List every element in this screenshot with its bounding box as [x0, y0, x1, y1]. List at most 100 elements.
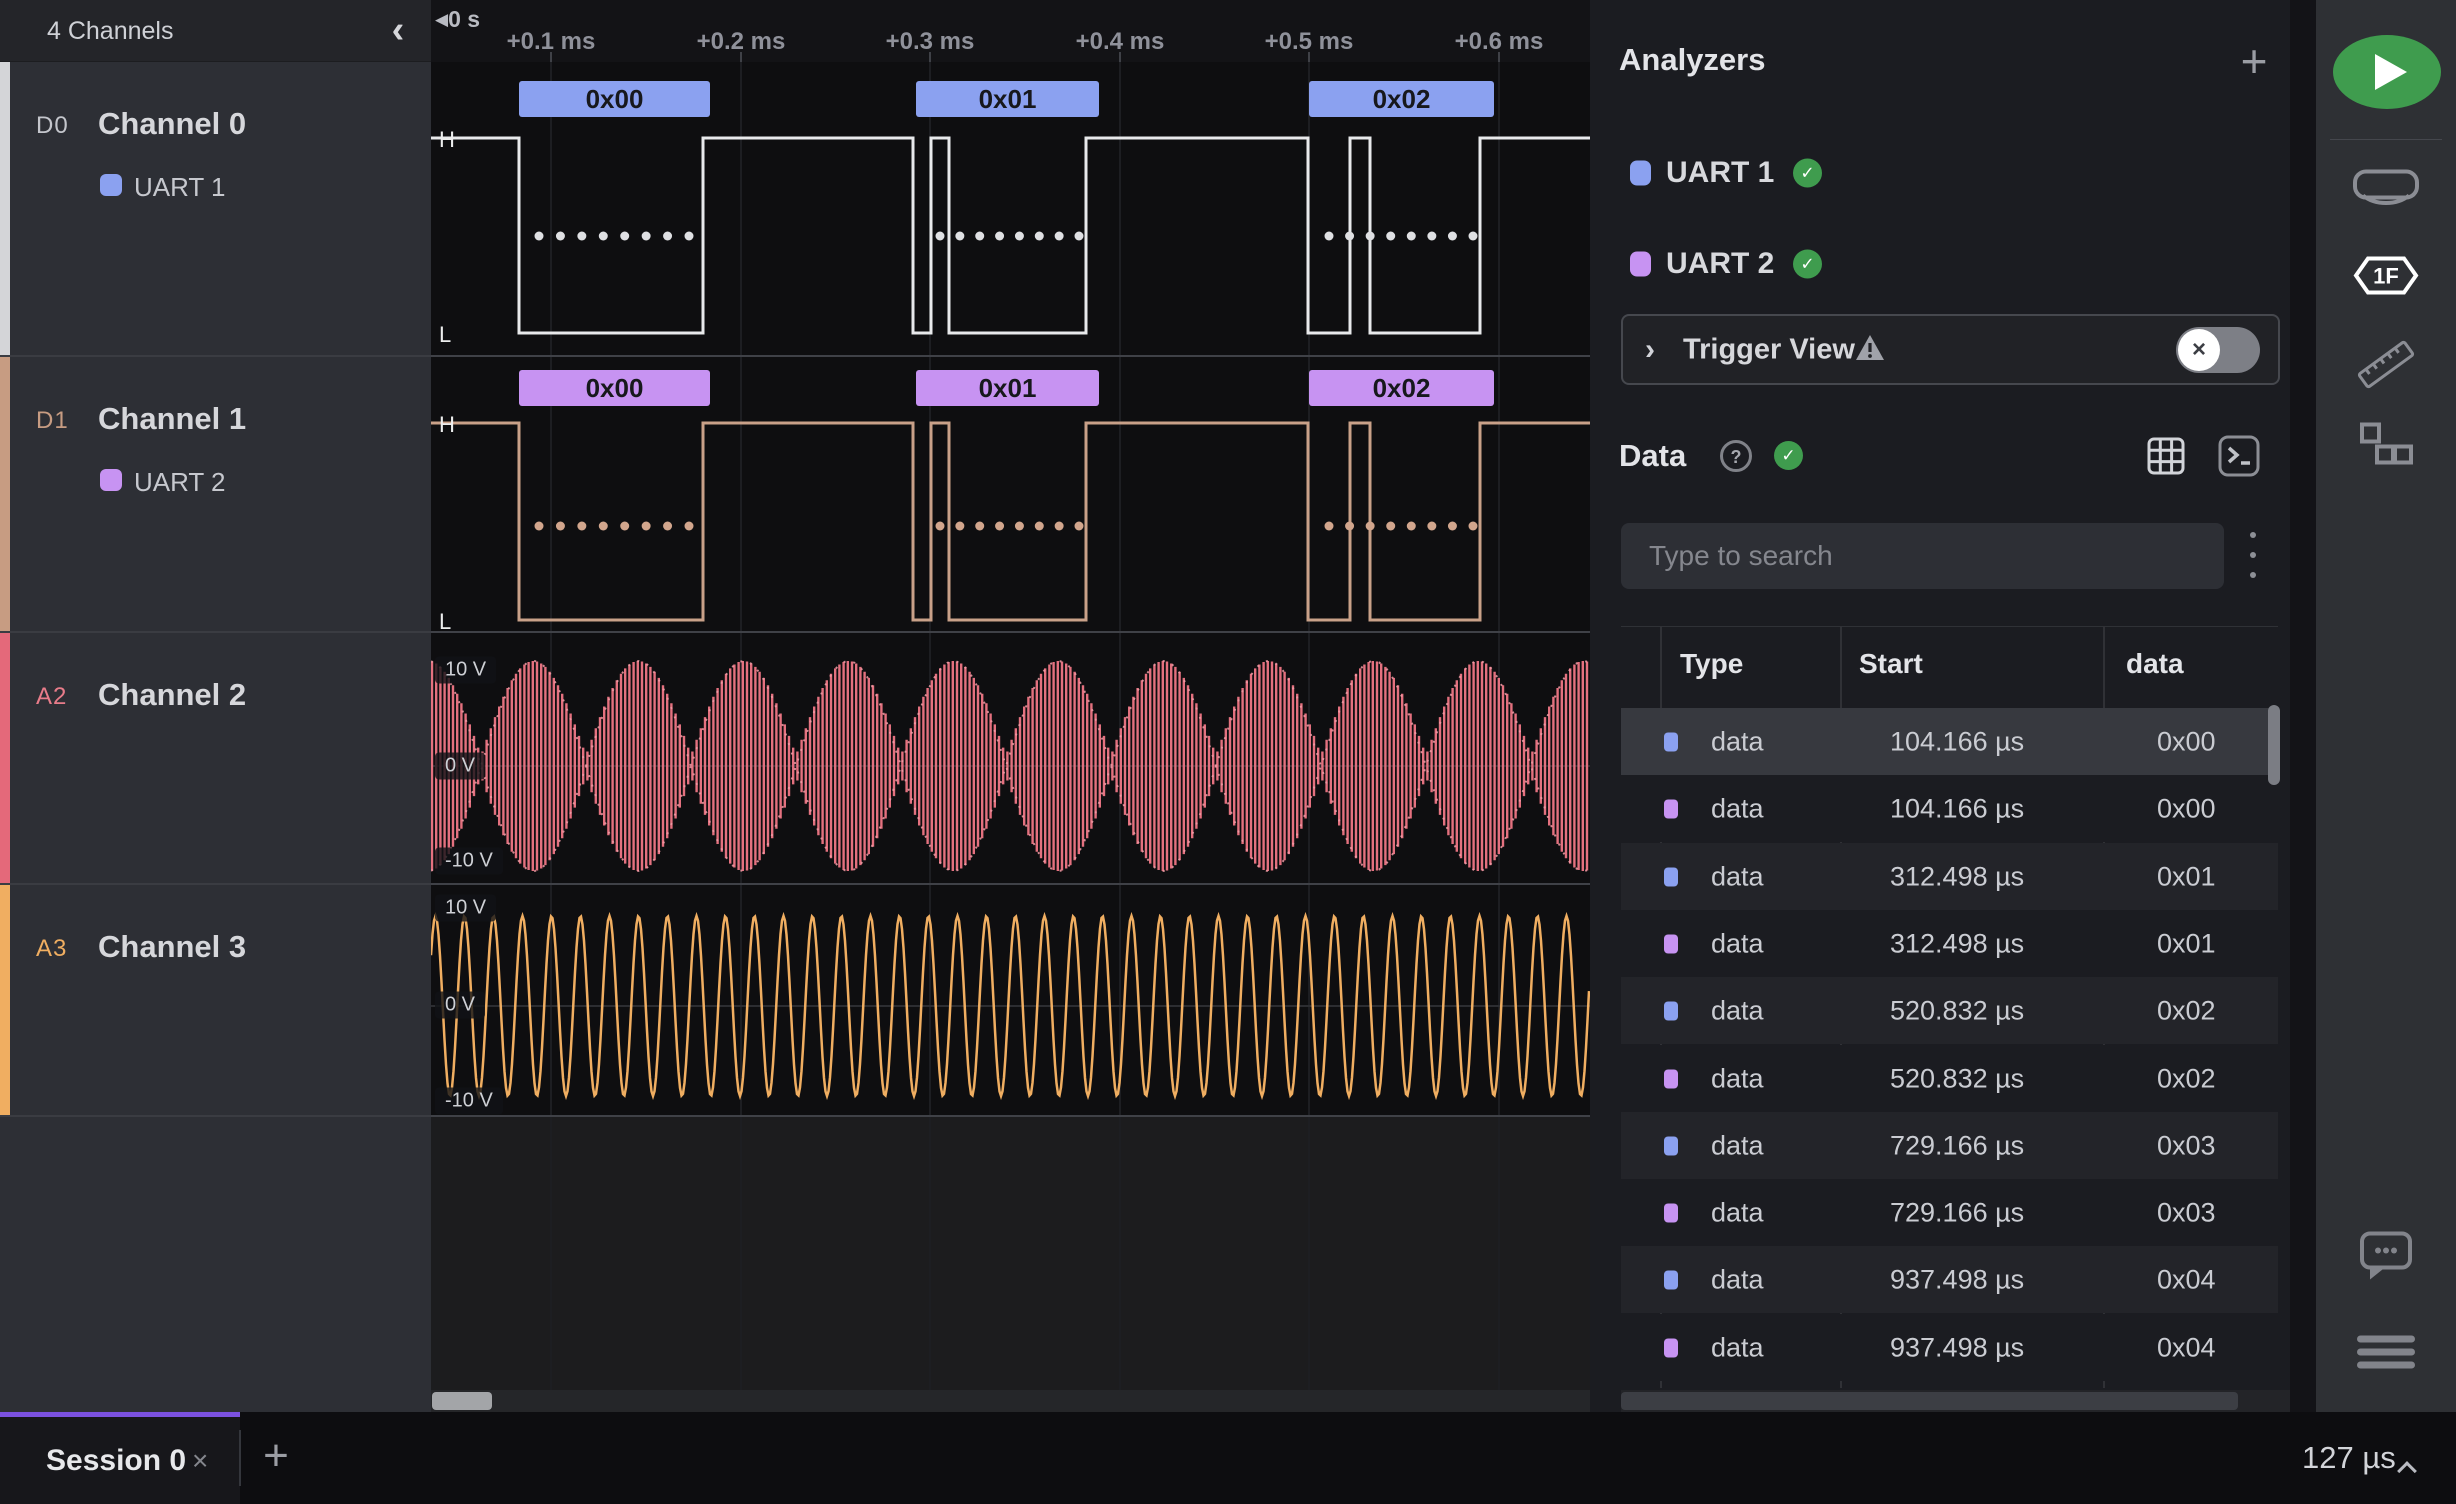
sidebar-channel-3[interactable]: A3Channel 3 — [0, 885, 431, 1117]
table-hscrollbar-thumb[interactable] — [1621, 1392, 2238, 1410]
ruler-tick-mark — [1498, 52, 1500, 62]
analyzer-color-swatch — [1630, 252, 1651, 277]
table-row-1[interactable]: data104.166 µs0x00 — [1621, 775, 2278, 842]
waveform-row-channel-2[interactable]: 10 V0 V-10 V — [431, 633, 1590, 885]
table-row-3[interactable]: data312.498 µs0x01 — [1621, 910, 2278, 977]
analyzer-item-uart-2[interactable]: UART 2✓ — [1590, 234, 2290, 294]
waveform-row-channel-0[interactable]: 0x000x010x02HL — [431, 62, 1590, 357]
column-header-start[interactable]: Start — [1859, 648, 1923, 680]
ruler-tick-mark — [740, 52, 742, 62]
feedback-chat-icon[interactable] — [2358, 1230, 2414, 1287]
waveform-svg[interactable] — [431, 885, 1590, 1117]
trigger-view-label: Trigger View — [1683, 333, 1855, 366]
terminal-view-icon[interactable] — [2217, 434, 2261, 483]
search-input[interactable] — [1621, 523, 2224, 589]
panel-gap — [2290, 0, 2316, 1412]
measure-ruler-icon[interactable] — [2355, 334, 2417, 401]
analyzer-color-swatch — [1630, 161, 1651, 186]
table-row-2[interactable]: data 312.498 µs 0x01 — [1621, 843, 2278, 910]
cell-type: data — [1711, 1332, 1764, 1363]
start-capture-button[interactable] — [2333, 35, 2441, 109]
capture-duration-label[interactable]: 127 µs — [2302, 1440, 2396, 1476]
trigger-view-row[interactable]: › Trigger View × — [1621, 314, 2280, 385]
close-session-icon[interactable]: × — [192, 1445, 208, 1477]
waveform-row-channel-1[interactable]: 0x000x010x02HL — [431, 357, 1590, 633]
cell-type: data — [1711, 861, 1764, 892]
table-row-5[interactable]: data520.832 µs0x02 — [1621, 1045, 2278, 1112]
cell-type: data — [1711, 1130, 1764, 1161]
table-hscrollbar-track[interactable] — [1621, 1390, 2290, 1412]
cell-data: 0x01 — [2157, 861, 2216, 892]
cell-data: 0x04 — [2157, 1264, 2216, 1295]
channel-analyzer-label[interactable]: UART 2 — [134, 467, 226, 498]
analyzer-name-label: UART 2 — [1666, 247, 1774, 281]
waveform-row-channel-3[interactable]: 10 V0 V-10 V — [431, 885, 1590, 1117]
search-options-kebab-icon[interactable] — [2245, 530, 2261, 582]
table-row-6[interactable]: data729.166 µs0x03 — [1621, 1112, 2278, 1179]
waveform-svg[interactable]: 0x000x010x02HL — [431, 357, 1590, 633]
cell-start: 312.498 µs — [1890, 861, 2024, 892]
svg-text:0x01: 0x01 — [979, 373, 1037, 403]
extensions-blocks-icon[interactable] — [2358, 422, 2414, 473]
svg-text:0x00: 0x00 — [586, 84, 644, 114]
time-ruler[interactable]: ◀0 s +0.1 ms+0.2 ms+0.3 ms+0.4 ms+0.5 ms… — [431, 0, 1590, 62]
channel-color-strip — [0, 357, 10, 631]
analyzer-color-swatch — [100, 469, 122, 491]
session-tab-bar: Session 0 × + 127 µs — [0, 1412, 2456, 1504]
svg-text:0x02: 0x02 — [1373, 84, 1431, 114]
waveform-area[interactable]: ◀0 s +0.1 ms+0.2 ms+0.3 ms+0.4 ms+0.5 ms… — [431, 0, 1590, 1412]
ruler-tick-mark — [929, 52, 931, 62]
chevron-up-icon[interactable] — [2398, 1456, 2420, 1478]
table-divider — [1621, 626, 2278, 627]
sidebar-channel-1[interactable]: D1Channel 1UART 2 — [0, 357, 431, 633]
collapse-sidebar-button[interactable]: ‹ — [378, 12, 418, 52]
voltage-scale-label: 0 V — [435, 753, 485, 780]
warning-icon — [1855, 334, 1885, 366]
analyzer-item-uart-1[interactable]: UART 1✓ — [1590, 143, 2290, 203]
table-row-9[interactable]: data937.498 µs0x04 — [1621, 1314, 2278, 1381]
svg-text:0x00: 0x00 — [586, 373, 644, 403]
cell-start: 520.832 µs — [1890, 1063, 2024, 1094]
hex-1f-capture-icon[interactable]: 1F — [2353, 255, 2419, 302]
cell-type: data — [1711, 928, 1764, 959]
sidebar-channel-0[interactable]: D0Channel 0UART 1 — [0, 62, 431, 357]
tab-session-0[interactable]: Session 0 × — [0, 1412, 240, 1504]
table-row-4[interactable]: data520.832 µs0x02 — [1621, 977, 2278, 1044]
channel-sidebar: 4 Channels ‹ D0Channel 0UART 1D1Channel … — [0, 0, 431, 1412]
main-menu-hamburger-icon[interactable] — [2355, 1334, 2417, 1377]
ruler-tick-mark — [1119, 52, 1121, 62]
channel-count-label: 4 Channels — [47, 17, 173, 46]
analyzer-name-label: UART 1 — [1666, 156, 1774, 190]
table-row-0[interactable]: data104.166 µs0x00 — [1621, 708, 2278, 775]
chevron-right-icon[interactable]: › — [1645, 333, 1655, 367]
row-analyzer-swatch — [1664, 1203, 1678, 1222]
new-session-button[interactable]: + — [252, 1434, 300, 1482]
time-origin-marker: ◀0 s — [435, 6, 480, 33]
cell-type: data — [1711, 1264, 1764, 1295]
cell-start: 937.498 µs — [1890, 1264, 2024, 1295]
column-header-data[interactable]: data — [2126, 648, 2184, 680]
waveform-svg[interactable] — [431, 633, 1590, 885]
cell-type: data — [1711, 995, 1764, 1026]
cell-type: data — [1711, 1197, 1764, 1228]
waveform-hscrollbar-thumb[interactable] — [432, 1392, 492, 1410]
trigger-view-toggle[interactable]: × — [2176, 327, 2260, 373]
toggle-knob-off-icon[interactable]: × — [2178, 329, 2220, 371]
table-row-7[interactable]: data729.166 µs0x03 — [1621, 1179, 2278, 1246]
help-icon[interactable]: ? — [1720, 440, 1752, 472]
device-icon[interactable] — [2351, 166, 2421, 215]
waveform-svg[interactable]: 0x000x010x02HL — [431, 62, 1590, 357]
add-analyzer-button[interactable]: + — [2230, 38, 2278, 86]
table-row-8[interactable]: data 937.498 µs 0x04 — [1621, 1246, 2278, 1313]
cell-start: 937.498 µs — [1890, 1332, 2024, 1363]
sidebar-channel-2[interactable]: A2Channel 2 — [0, 633, 431, 885]
table-vscrollbar-thumb[interactable] — [2268, 705, 2280, 785]
row-analyzer-swatch — [1664, 1338, 1678, 1357]
column-header-type[interactable]: Type — [1680, 648, 1743, 680]
voltage-scale-label: -10 V — [435, 1088, 503, 1115]
channel-analyzer-label[interactable]: UART 1 — [134, 172, 226, 203]
table-view-icon[interactable] — [2146, 436, 2186, 481]
cell-type: data — [1711, 726, 1764, 757]
svg-text:H: H — [439, 412, 455, 437]
waveform-hscrollbar-track[interactable] — [431, 1390, 1590, 1412]
